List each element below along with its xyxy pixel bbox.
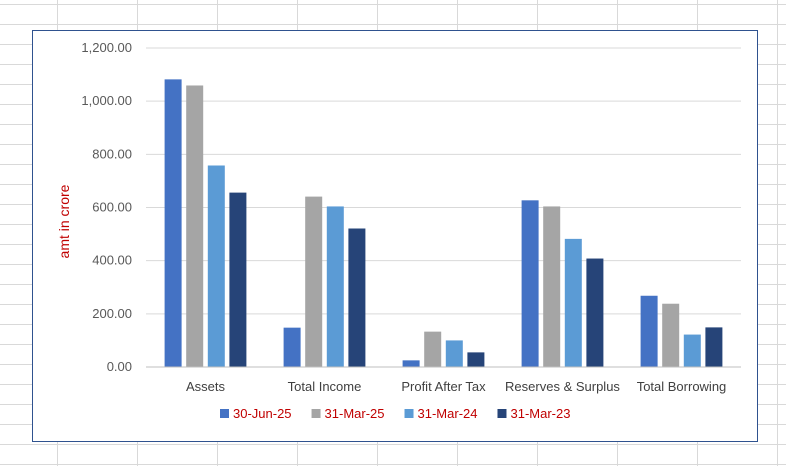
y-axis-label: amt in crore [56, 184, 72, 258]
y-tick-label: 400.00 [92, 253, 132, 268]
y-tick-label: 1,000.00 [81, 93, 132, 108]
bar [564, 238, 582, 367]
legend-swatch [220, 409, 229, 418]
bars [164, 79, 723, 368]
legend-item: 31-Mar-25 [311, 406, 385, 421]
legend-item: 31-Mar-24 [404, 406, 478, 421]
bar [305, 196, 323, 367]
y-tick-label: 600.00 [92, 200, 132, 215]
bar [640, 295, 658, 367]
bar [467, 352, 485, 367]
bar [326, 206, 344, 367]
x-axis-ticks: Assets Total Income Profit After Tax Reserv… [186, 379, 726, 394]
x-tick-label: Reserves & Surplus [505, 379, 620, 394]
bar [683, 334, 701, 367]
bar-chart: 0.00 200.00 400.00 600.00 800.00 1,000.00 1,20… [56, 40, 741, 421]
bar [164, 79, 182, 367]
bar [348, 228, 366, 367]
x-tick-label: Assets [186, 379, 226, 394]
bar [662, 303, 680, 367]
legend-item: 31-Mar-23 [497, 406, 570, 421]
legend-item: 30-Jun-25 [220, 406, 292, 421]
legend-label: 31-Mar-23 [510, 406, 570, 421]
bar [229, 192, 247, 367]
legend-swatch [311, 409, 321, 418]
bar [586, 258, 604, 367]
bar [207, 165, 225, 367]
bar [186, 85, 204, 368]
y-tick-label: 1,200.00 [81, 40, 132, 55]
x-tick-label: Profit After Tax [401, 379, 486, 394]
bar [705, 327, 723, 367]
legend-label: 31-Mar-24 [418, 406, 478, 421]
legend-swatch [404, 409, 414, 418]
legend-label: 31-Mar-25 [325, 406, 385, 421]
legend: 30-Jun-25 31-Mar-25 31-Mar-24 31-Mar-23 [220, 406, 570, 421]
bar [402, 360, 420, 367]
x-tick-label: Total Income [288, 379, 362, 394]
bar [543, 206, 561, 367]
legend-swatch [497, 409, 507, 418]
y-tick-label: 200.00 [92, 306, 132, 321]
y-tick-label: 800.00 [92, 146, 132, 161]
y-tick-label: 0.00 [107, 359, 132, 374]
bar [283, 327, 301, 367]
y-axis-ticks: 0.00 200.00 400.00 600.00 800.00 1,000.00 1,20… [81, 40, 132, 374]
bar [445, 340, 463, 367]
chart-area: 0.00 200.00 400.00 600.00 800.00 1,000.00 1,20… [32, 30, 758, 442]
bar [424, 331, 442, 367]
bar [521, 200, 539, 367]
legend-label: 30-Jun-25 [233, 406, 292, 421]
x-tick-label: Total Borrowing [637, 379, 727, 394]
